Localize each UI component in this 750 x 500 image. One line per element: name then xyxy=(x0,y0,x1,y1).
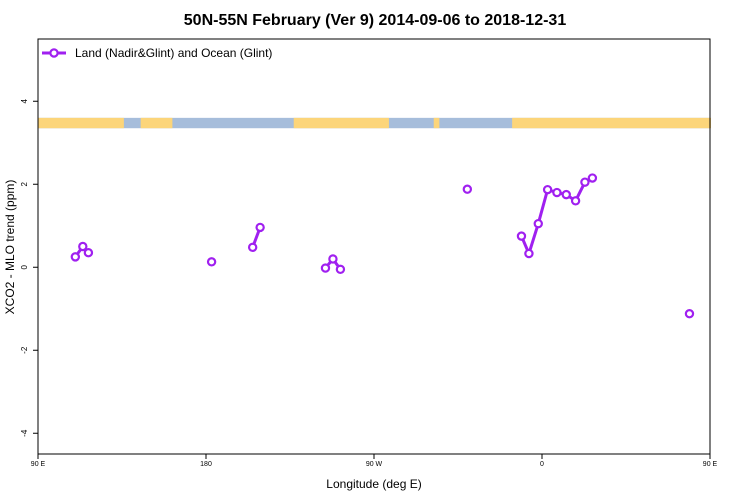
x-tick-label: 180 xyxy=(200,461,212,468)
data-point xyxy=(320,263,331,273)
data-point xyxy=(462,184,473,194)
land-ocean-strip xyxy=(38,117,711,129)
y-axis: -4 -2 0 2 4 xyxy=(20,98,38,437)
legend-label: Land (Nadir&Glint) and Ocean (Glint) xyxy=(75,46,272,60)
data-point xyxy=(587,173,598,183)
x-tick-label: 90 E xyxy=(703,461,718,468)
plot-frame xyxy=(37,38,711,455)
data-point xyxy=(83,248,94,258)
data-point xyxy=(335,264,346,275)
y-tick-label: 4 xyxy=(20,98,29,103)
data-point xyxy=(533,218,543,229)
data-point xyxy=(561,189,571,200)
y-tick-label: 2 xyxy=(20,181,29,186)
legend-marker xyxy=(49,48,59,58)
data-point xyxy=(684,309,695,319)
x-tick-label: 90 E xyxy=(31,461,46,468)
data-point xyxy=(328,254,338,264)
y-tick-label: -2 xyxy=(20,346,29,354)
data-point xyxy=(542,184,553,195)
data-point xyxy=(570,196,581,206)
data-point xyxy=(78,241,88,252)
data-point xyxy=(552,187,562,198)
data-point xyxy=(524,248,534,259)
land-segment xyxy=(38,117,124,129)
x-axis-label: Longitude (deg E) xyxy=(326,477,421,491)
data-point xyxy=(247,242,258,253)
data-point xyxy=(516,231,527,241)
land-segment xyxy=(140,117,173,129)
data-point xyxy=(70,252,81,262)
series-layer xyxy=(70,173,695,319)
land-segment xyxy=(433,117,440,129)
chart-title: 50N-55N February (Ver 9) 2014-09-06 to 2… xyxy=(184,12,567,29)
land-segment xyxy=(293,117,389,129)
legend: Land (Nadir&Glint) and Ocean (Glint) xyxy=(42,46,272,60)
x-axis: 90 E 180 90 W 0 90 E xyxy=(31,454,718,468)
y-axis-label: XCO2 - MLO trend (ppm) xyxy=(3,180,17,315)
data-point xyxy=(255,222,265,233)
x-tick-label: 90 W xyxy=(366,461,383,468)
land-segment xyxy=(512,117,711,129)
data-point xyxy=(206,257,217,267)
x-tick-label: 0 xyxy=(540,461,544,468)
y-tick-label: 0 xyxy=(20,264,29,269)
data-point xyxy=(580,177,590,187)
y-tick-label: -4 xyxy=(20,429,29,437)
